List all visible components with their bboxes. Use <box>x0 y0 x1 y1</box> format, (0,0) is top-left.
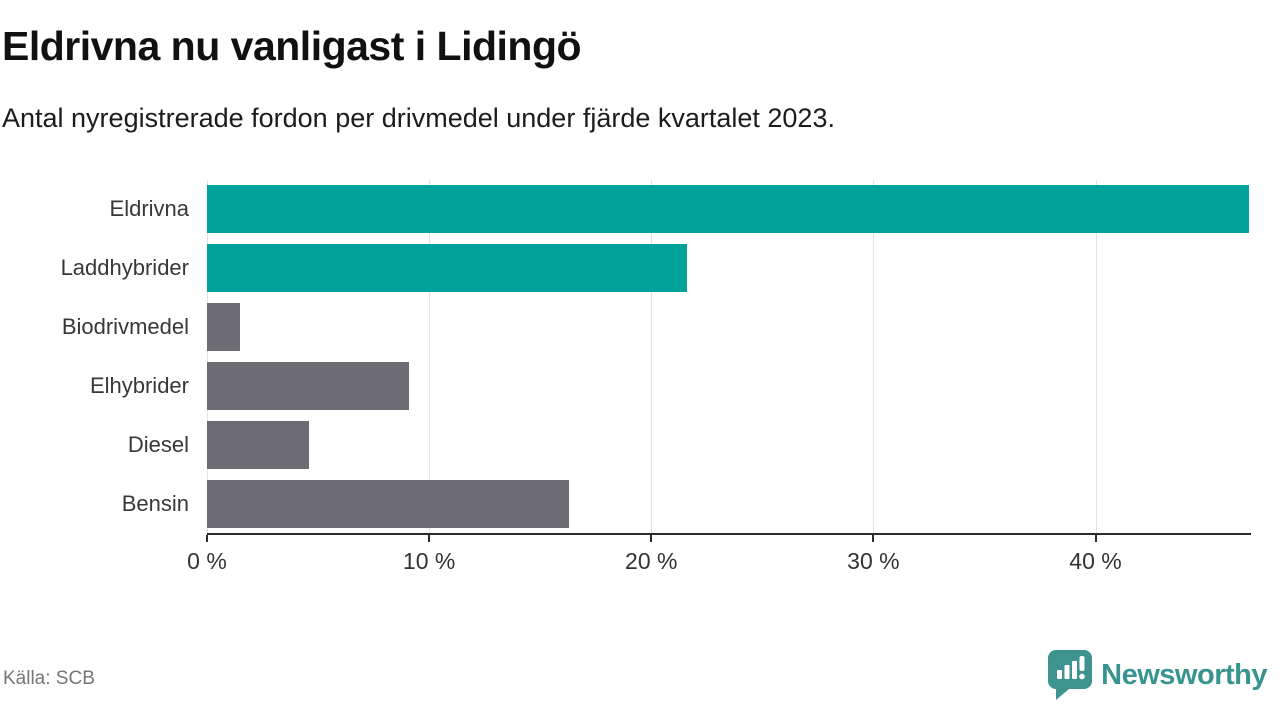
gridline-layer <box>207 180 1251 533</box>
bar-row: Eldrivna <box>0 180 1280 239</box>
bar-row: Laddhybrider <box>0 239 1280 298</box>
gridline <box>207 180 208 533</box>
axis-tick <box>650 535 653 542</box>
axis-tick-label: 0 % <box>187 548 227 574</box>
category-label: Elhybrider <box>89 372 189 398</box>
bar-zone <box>207 185 1251 234</box>
gridline <box>429 180 431 533</box>
bar-zone <box>207 420 1251 469</box>
x-axis-ticks: 0 % 10 % 20 % 30 % 40 % <box>187 535 1251 575</box>
category-label: Diesel <box>127 431 189 457</box>
x-axis-line <box>207 533 1251 535</box>
bar-rows: Eldrivna Laddhybrider Biodrivmedel Elhybrid… <box>0 180 1280 533</box>
bar-row: Diesel <box>0 415 1280 474</box>
axis-tick-label: 10 % <box>402 548 456 574</box>
axis-tick <box>428 535 431 542</box>
source-label: Källa: SCB <box>3 668 95 689</box>
axis-tick-label: 40 % <box>1069 548 1122 574</box>
axis-tick-label: 20 % <box>625 548 678 574</box>
bar <box>207 361 410 410</box>
bar <box>207 420 310 469</box>
bar-zone <box>207 361 1251 410</box>
bar-row: Bensin <box>0 474 1280 533</box>
bar-zone <box>207 479 1251 528</box>
chart-subtitle: Antal nyregistrerade fordon per drivmede… <box>2 103 835 133</box>
brand-logo: Newsworthy <box>1048 650 1267 700</box>
axis-tick <box>872 535 875 542</box>
gridline <box>651 180 653 533</box>
axis-tick-label: 30 % <box>847 548 900 574</box>
bar-chart: Eldrivna Laddhybrider Biodrivmedel Elhybrid… <box>0 180 1280 600</box>
bar <box>207 479 570 528</box>
axis-tick <box>1094 535 1097 542</box>
bar-row: Elhybrider <box>0 356 1280 415</box>
bar-zone <box>207 244 1251 293</box>
category-label: Bensin <box>121 490 189 516</box>
chart-title: Eldrivna nu vanligast i Lidingö <box>2 23 582 69</box>
category-label: Laddhybrider <box>60 255 189 281</box>
axis-tick <box>206 535 208 542</box>
gridline <box>873 180 875 533</box>
bar-zone <box>207 303 1251 352</box>
newsworthy-logo-icon <box>1048 650 1093 700</box>
gridline <box>1095 180 1097 533</box>
bar-row: Biodrivmedel <box>0 298 1280 357</box>
bar <box>207 244 687 293</box>
bar <box>207 185 1249 234</box>
category-label: Biodrivmedel <box>61 314 189 340</box>
bar <box>207 303 241 352</box>
brand-name: Newsworthy <box>1101 658 1267 691</box>
category-label: Eldrivna <box>109 196 189 222</box>
